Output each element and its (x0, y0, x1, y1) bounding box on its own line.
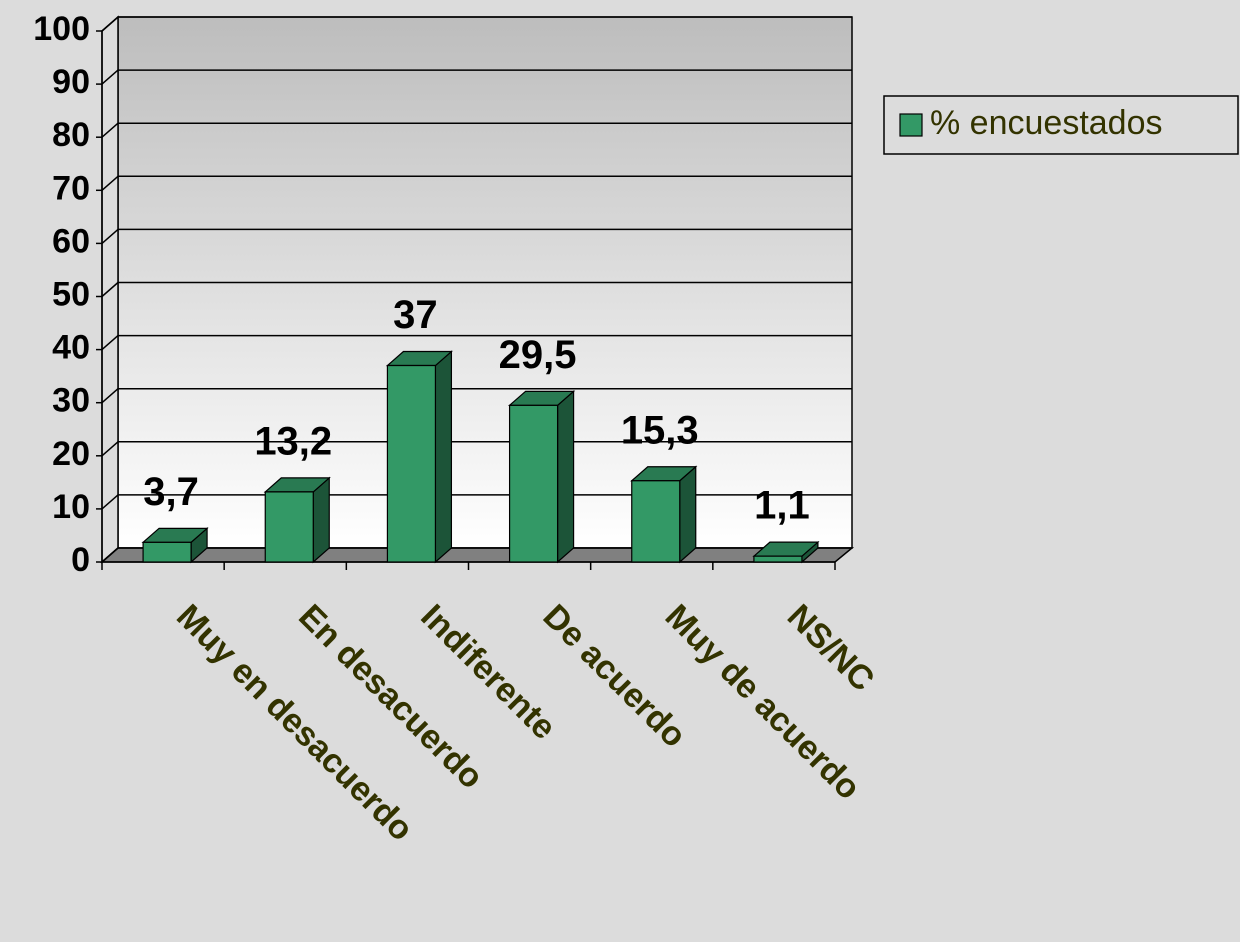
data-label: 1,1 (754, 484, 810, 528)
y-tick-label: 30 (52, 382, 90, 420)
bar (263, 476, 331, 564)
data-label: 3,7 (143, 470, 199, 514)
bar (752, 540, 820, 564)
bar (630, 465, 698, 564)
side-grid-line (101, 69, 119, 85)
y-tick-label: 70 (52, 169, 90, 207)
bar-front (386, 364, 437, 563)
side-grid-line (101, 281, 119, 298)
side-grid-line (101, 335, 119, 351)
side-grid-line (101, 388, 119, 404)
side-grid-line (101, 228, 119, 244)
bar-front (753, 555, 803, 563)
data-label: 13,2 (254, 419, 332, 463)
bar-front (508, 404, 559, 563)
legend-swatch (899, 113, 923, 137)
legend-box (883, 95, 1239, 155)
side-grid-line (101, 441, 119, 457)
data-label: 29,5 (499, 333, 577, 377)
side-grid-line (101, 175, 119, 191)
bar-side (434, 350, 453, 564)
y-tick-label: 50 (52, 275, 90, 313)
bar (507, 390, 576, 564)
legend-label: % encuestados (930, 104, 1163, 142)
x-tick-label: NS/NC (780, 597, 882, 699)
y-tick-label: 100 (33, 10, 90, 48)
data-label: 37 (393, 293, 438, 337)
side-grid-line (101, 547, 119, 563)
side-grid-line (101, 494, 119, 510)
y-tick-label: 10 (52, 488, 90, 526)
y-tick-label: 40 (52, 329, 90, 367)
bar (385, 350, 454, 564)
y-tick-label: 0 (71, 541, 90, 579)
bar-front (264, 491, 314, 563)
y-tick-label: 90 (52, 63, 90, 101)
x-tick-label: Muy en desacuerdo (169, 597, 420, 848)
bar-front (631, 480, 681, 563)
side-grid-line (101, 122, 119, 138)
bar-side (556, 390, 575, 564)
y-tick-label: 60 (52, 222, 90, 260)
side-grid-line (101, 16, 119, 32)
bar-front (142, 541, 192, 563)
data-label: 15,3 (621, 408, 699, 452)
bar (141, 527, 209, 564)
legend: % encuestados (883, 95, 1239, 155)
y-tick-label: 20 (52, 435, 90, 473)
bar-side (679, 465, 697, 564)
floor (100, 547, 855, 563)
y-tick-label: 80 (52, 116, 90, 154)
